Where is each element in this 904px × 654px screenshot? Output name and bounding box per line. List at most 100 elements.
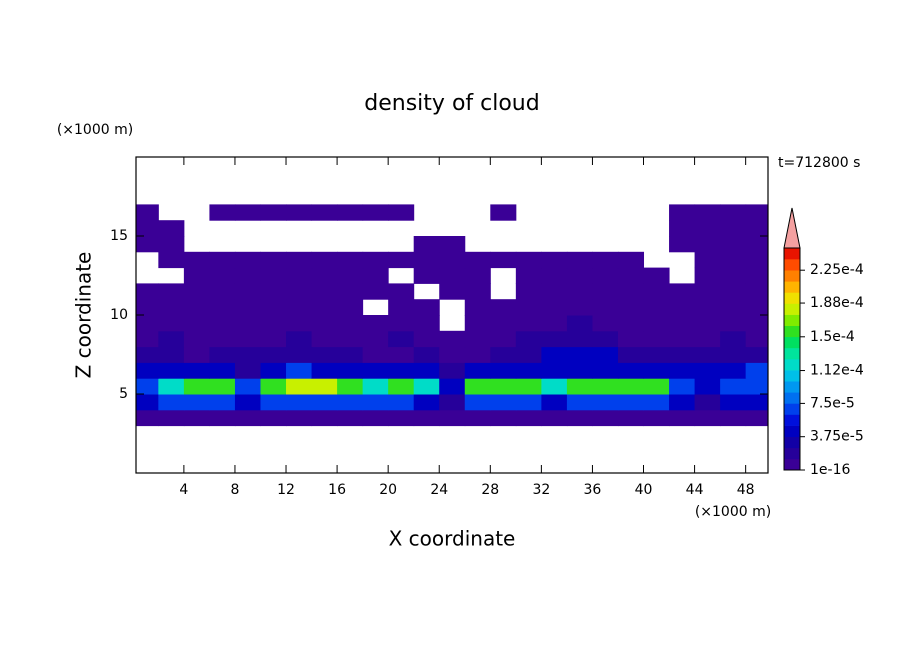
contour-cell: [643, 315, 670, 332]
contour-cell: [209, 409, 236, 427]
contour-cell: [745, 394, 768, 411]
contour-cell: [643, 394, 670, 411]
contour-cell: [209, 283, 236, 300]
contour-cell: [745, 283, 768, 300]
colorbar-band: [784, 359, 800, 371]
contour-cell: [234, 299, 261, 316]
contour-cell: [694, 409, 721, 427]
colorbar-band: [784, 248, 800, 260]
contour-cell: [234, 330, 261, 348]
contour-cell: [260, 409, 287, 427]
contour-cell: [720, 220, 747, 237]
y-tick-label: 5: [119, 386, 128, 402]
x-tick-label: 44: [686, 482, 704, 498]
contour-cell: [388, 330, 415, 348]
contour-cell: [209, 330, 236, 348]
contour-cell: [490, 204, 517, 221]
contour-cell: [592, 251, 619, 269]
contour-cell: [388, 394, 415, 411]
contour-cell: [694, 299, 721, 316]
contour-cell: [464, 251, 491, 269]
contour-cell: [337, 315, 364, 332]
contour-cell: [183, 251, 210, 269]
contour-cell: [337, 394, 364, 411]
contour-cell: [541, 299, 568, 316]
contour-cell: [669, 394, 696, 411]
contour-cell: [617, 315, 645, 332]
contour-cell: [617, 378, 645, 395]
contour-cell: [413, 236, 440, 253]
contour-cell: [617, 394, 645, 411]
contour-cell: [311, 251, 338, 269]
contour-cell: [260, 394, 287, 411]
contour-cell: [286, 378, 313, 395]
contour-cell: [362, 251, 389, 269]
contour-cell: [464, 283, 491, 300]
contour-cell: [158, 251, 185, 269]
contour-cell: [260, 204, 287, 221]
contour-cell: [464, 362, 491, 379]
contour-cell: [592, 378, 619, 395]
contour-cell: [413, 346, 440, 363]
contour-cell: [669, 346, 696, 363]
contour-cell: [541, 251, 568, 269]
contour-cell: [260, 267, 287, 284]
contour-cell: [260, 315, 287, 332]
contour-cell: [745, 378, 768, 395]
contour-cell: [592, 315, 619, 332]
contour-cell: [260, 299, 287, 316]
contour-cell: [694, 362, 721, 379]
contour-cell: [643, 283, 670, 300]
colorbar-band: [784, 370, 800, 382]
contour-cell: [209, 204, 236, 221]
contour-cell: [388, 204, 415, 221]
contour-cell: [720, 378, 747, 395]
contour-cell: [669, 315, 696, 332]
contour-cell: [745, 251, 768, 269]
contour-cell: [413, 267, 440, 284]
contour-cell: [362, 394, 389, 411]
colorbar-band: [784, 447, 800, 460]
contour-cell: [515, 251, 542, 269]
colorbar-band: [784, 458, 800, 471]
contour-cell: [720, 315, 747, 332]
contour-cell: [720, 362, 747, 379]
contour-cell: [669, 378, 696, 395]
contour-cell: [413, 330, 440, 348]
colorbar-band: [784, 270, 800, 282]
contour-cell: [413, 251, 440, 269]
contour-cell: [439, 409, 466, 427]
contour-cell: [694, 378, 721, 395]
contour-cell: [286, 283, 313, 300]
contour-cell: [286, 251, 313, 269]
colorbar-band: [784, 403, 800, 415]
contour-cell: [158, 283, 185, 300]
colorbar-tick-label: 1.88e-4: [810, 295, 864, 311]
colorbar-tick-label: 3.75e-5: [810, 429, 864, 445]
contour-cell: [515, 409, 542, 427]
x-tick-label: 24: [430, 482, 448, 498]
contour-cell: [260, 346, 287, 363]
contour-cell: [515, 283, 542, 300]
contour-cell: [158, 236, 185, 253]
contour-field: [136, 204, 768, 427]
contour-cell: [413, 378, 440, 395]
contour-cell: [286, 330, 313, 348]
contour-cell: [464, 378, 491, 395]
contour-cell: [617, 267, 645, 284]
contour-cell: [183, 299, 210, 316]
contour-cell: [337, 330, 364, 348]
contour-cell: [694, 204, 721, 221]
colorbar-band: [784, 436, 800, 449]
contour-cell: [136, 378, 159, 395]
colorbar-tick-label: 1.5e-4: [810, 329, 855, 345]
contour-cell: [694, 267, 721, 284]
contour-cell: [311, 299, 338, 316]
contour-cell: [515, 394, 542, 411]
contour-cell: [337, 283, 364, 300]
contour-cell: [617, 362, 645, 379]
contour-cell: [337, 378, 364, 395]
x-unit: (×1000 m): [695, 504, 771, 520]
contour-cell: [388, 315, 415, 332]
